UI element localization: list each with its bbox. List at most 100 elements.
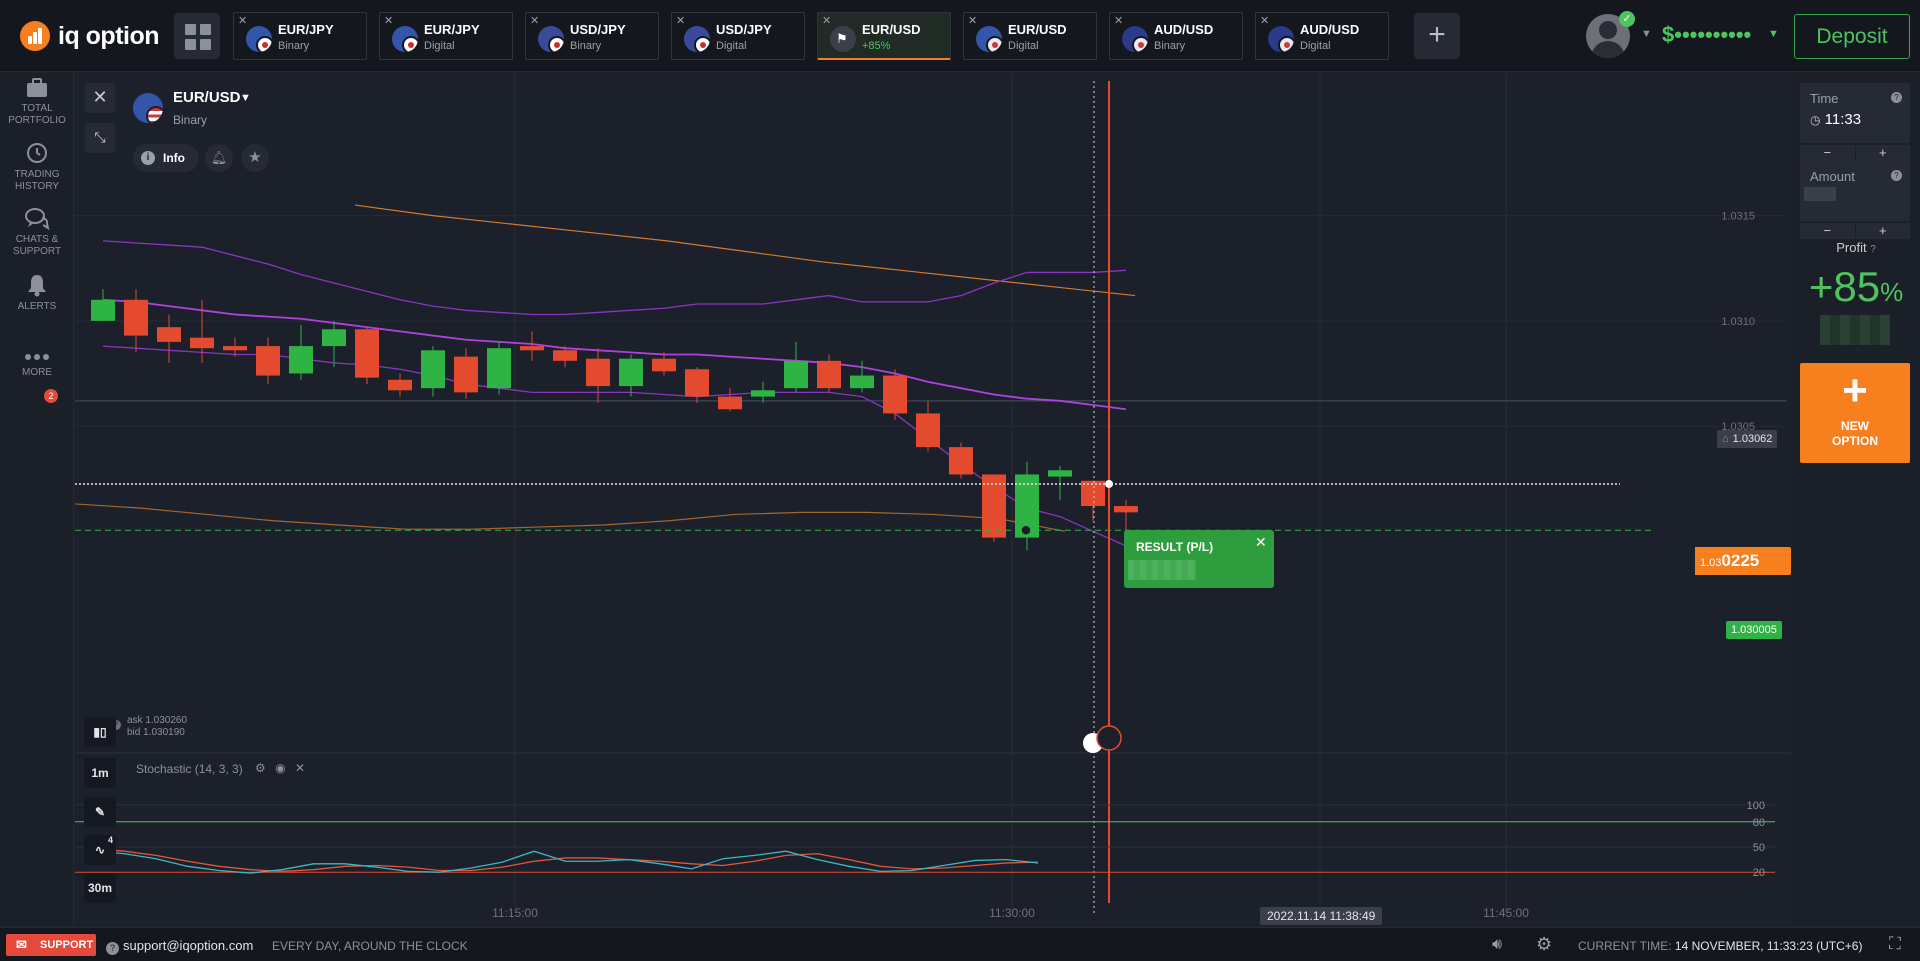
info-icon: i bbox=[141, 151, 155, 165]
sidebar-item-label: TRADING bbox=[14, 169, 60, 180]
asset-tab[interactable]: ✕ AUD/USD Binary bbox=[1109, 12, 1243, 60]
sidebar-item-trading-history[interactable]: TRADING HISTORY bbox=[0, 139, 74, 193]
current-price-suffix: 0225 bbox=[1721, 551, 1760, 570]
add-tab-button[interactable]: + bbox=[1414, 13, 1460, 59]
indicators-button[interactable]: ∿ 4 bbox=[84, 835, 116, 865]
sidebar-item-label: SUPPORT bbox=[12, 246, 62, 257]
bid-price: bid 1.030190 bbox=[127, 727, 185, 738]
moving-average-lower-line bbox=[75, 503, 1066, 532]
sidebar-item-total-portfolio[interactable]: TOTAL PORTFOLIO bbox=[0, 73, 74, 127]
tab-pair: USD/JPY bbox=[570, 22, 626, 37]
close-icon[interactable]: ✕ bbox=[294, 761, 305, 775]
sidebar-item-chats-support[interactable]: CHATS & SUPPORT bbox=[0, 204, 74, 258]
alert-bell-button[interactable]: 🔔︎ bbox=[205, 144, 233, 172]
result-label: RESULT (P/L) bbox=[1136, 540, 1214, 554]
close-result-icon[interactable]: ✕ bbox=[1255, 534, 1267, 550]
layout-grid-button[interactable] bbox=[174, 13, 220, 59]
asset-tab[interactable]: ✕ EUR/USD Digital bbox=[963, 12, 1097, 60]
asset-type: Binary bbox=[173, 113, 208, 127]
chart-area[interactable]: 1.0315 1.0310 1.0305 11:15:00 11:30:00 11:45:… bbox=[75, 73, 1791, 926]
profit-label: Profit ? bbox=[1836, 240, 1876, 255]
verified-check-icon: ✓ bbox=[1619, 11, 1635, 27]
stochastic-label: Stochastic (14, 3, 3) bbox=[136, 762, 243, 776]
candle-body bbox=[586, 358, 610, 387]
amount-plus-button[interactable]: + bbox=[1855, 223, 1910, 239]
tab-kind: Binary bbox=[1154, 40, 1186, 52]
time-minus-button[interactable]: − bbox=[1800, 145, 1855, 161]
bollinger-upper-line bbox=[102, 240, 1127, 316]
sidebar-item-label: MORE bbox=[22, 367, 52, 378]
close-tab-icon[interactable]: ✕ bbox=[676, 15, 686, 27]
asset-tab[interactable]: ✕ EUR/JPY Digital bbox=[379, 12, 513, 60]
left-sidebar: TOTAL PORTFOLIO TRADING HISTORY CHATS & … bbox=[0, 73, 74, 926]
close-tab-icon[interactable]: ✕ bbox=[968, 15, 978, 27]
candle-body bbox=[916, 413, 940, 448]
close-tab-icon[interactable]: ✕ bbox=[530, 15, 540, 27]
sidebar-item-more[interactable]: MORE bbox=[0, 337, 74, 379]
eu-jp-flag-icon bbox=[392, 26, 418, 52]
amount-field[interactable]: Amount ? bbox=[1800, 161, 1910, 221]
close-tab-icon[interactable]: ✕ bbox=[384, 15, 394, 27]
support-button[interactable]: ✉ SUPPORT bbox=[6, 934, 96, 956]
tab-kind: Binary bbox=[278, 40, 310, 52]
favorite-star-button[interactable]: ★ bbox=[241, 144, 269, 172]
x-tick-label: 11:30:00 bbox=[989, 906, 1035, 920]
asset-tab[interactable]: ✕ USD/JPY Binary bbox=[525, 12, 659, 60]
tab-kind: Digital bbox=[1008, 40, 1039, 52]
draw-tool-button[interactable]: ✎ bbox=[84, 797, 116, 827]
avatar[interactable] bbox=[1586, 14, 1630, 58]
chart-type-button[interactable]: ▮▯ bbox=[84, 717, 116, 747]
collapse-icon[interactable]: ⤡ bbox=[85, 123, 115, 153]
ask-bid-readout: ? ask 1.030260 bid 1.030190 bbox=[111, 715, 187, 739]
asset-tab[interactable]: ✕ EUR/JPY Binary bbox=[233, 12, 367, 60]
tab-pair: AUD/USD bbox=[1154, 22, 1214, 37]
logo[interactable]: iq option bbox=[20, 20, 160, 52]
close-icon[interactable]: ✕ bbox=[85, 83, 115, 113]
gear-icon[interactable]: ⚙ bbox=[255, 761, 266, 775]
tab-kind: Digital bbox=[716, 40, 747, 52]
tab-kind: +85% bbox=[862, 40, 891, 52]
chat-icon: ✉ bbox=[16, 937, 27, 952]
eye-icon[interactable]: ◉ bbox=[275, 761, 286, 775]
support-email[interactable]: ? support@iqoption.com bbox=[106, 938, 253, 955]
tab-kind: Binary bbox=[570, 40, 602, 52]
stochastic-level-label: 20 bbox=[1753, 867, 1765, 879]
asset-tab[interactable]: ✕ USD/JPY Digital bbox=[671, 12, 805, 60]
close-tab-icon[interactable]: ✕ bbox=[238, 15, 248, 27]
timeframe-button[interactable]: 1m bbox=[84, 758, 116, 788]
sidebar-item-alerts[interactable]: ALERTS bbox=[0, 271, 74, 313]
balance-chevron-down-icon[interactable]: ▼ bbox=[1768, 28, 1779, 40]
asset-tab[interactable]: ✕ AUD/USD Digital bbox=[1255, 12, 1389, 60]
new-option-button[interactable]: + NEW OPTION bbox=[1800, 363, 1910, 463]
asset-name[interactable]: EUR/USD bbox=[173, 89, 241, 106]
chevron-down-icon[interactable]: ▼ bbox=[1641, 28, 1652, 40]
gear-icon[interactable]: ⚙ bbox=[1536, 934, 1553, 954]
tab-pair: EUR/USD bbox=[862, 22, 921, 37]
asset-chevron-down-icon[interactable]: ▼ bbox=[240, 92, 251, 104]
close-tab-icon[interactable]: ✕ bbox=[1114, 15, 1124, 27]
moving-average-line bbox=[354, 204, 1136, 297]
alert-price-tag[interactable]: ⌂ 1.03062 bbox=[1717, 430, 1778, 448]
close-tab-icon[interactable]: ✕ bbox=[1260, 15, 1270, 27]
time-field[interactable]: Time ? ◷ 11:33 bbox=[1800, 83, 1910, 143]
stochastic-k-line bbox=[92, 849, 1039, 874]
asset-tab[interactable]: ✕ ⚑ EUR/USD +85% bbox=[817, 12, 951, 60]
sound-icon[interactable]: 🔊︎ bbox=[1492, 936, 1503, 953]
expiry-button[interactable]: 30m bbox=[84, 873, 116, 903]
stochastic-level-label: 80 bbox=[1753, 817, 1765, 829]
sidebar-item-label: CHATS & bbox=[15, 234, 59, 245]
clock-icon: ◷ bbox=[1810, 113, 1821, 127]
y-tick-label: 1.0315 bbox=[1721, 211, 1755, 223]
account-balance[interactable]: $•••••••••• bbox=[1662, 22, 1752, 47]
time-plus-button[interactable]: + bbox=[1855, 145, 1910, 161]
fullscreen-icon[interactable]: ⛶ bbox=[1889, 934, 1901, 953]
tab-pair: EUR/JPY bbox=[278, 22, 334, 37]
deposit-button[interactable]: Deposit bbox=[1794, 14, 1910, 59]
current-time: CURRENT TIME: 14 NOVEMBER, 11:33:23 (UTC… bbox=[1578, 939, 1863, 953]
result-value-blurred bbox=[1128, 560, 1196, 580]
close-tab-icon[interactable]: ✕ bbox=[822, 15, 832, 27]
candle-body bbox=[553, 350, 577, 361]
amount-minus-button[interactable]: − bbox=[1800, 223, 1855, 239]
info-button[interactable]: i Info bbox=[133, 144, 199, 172]
